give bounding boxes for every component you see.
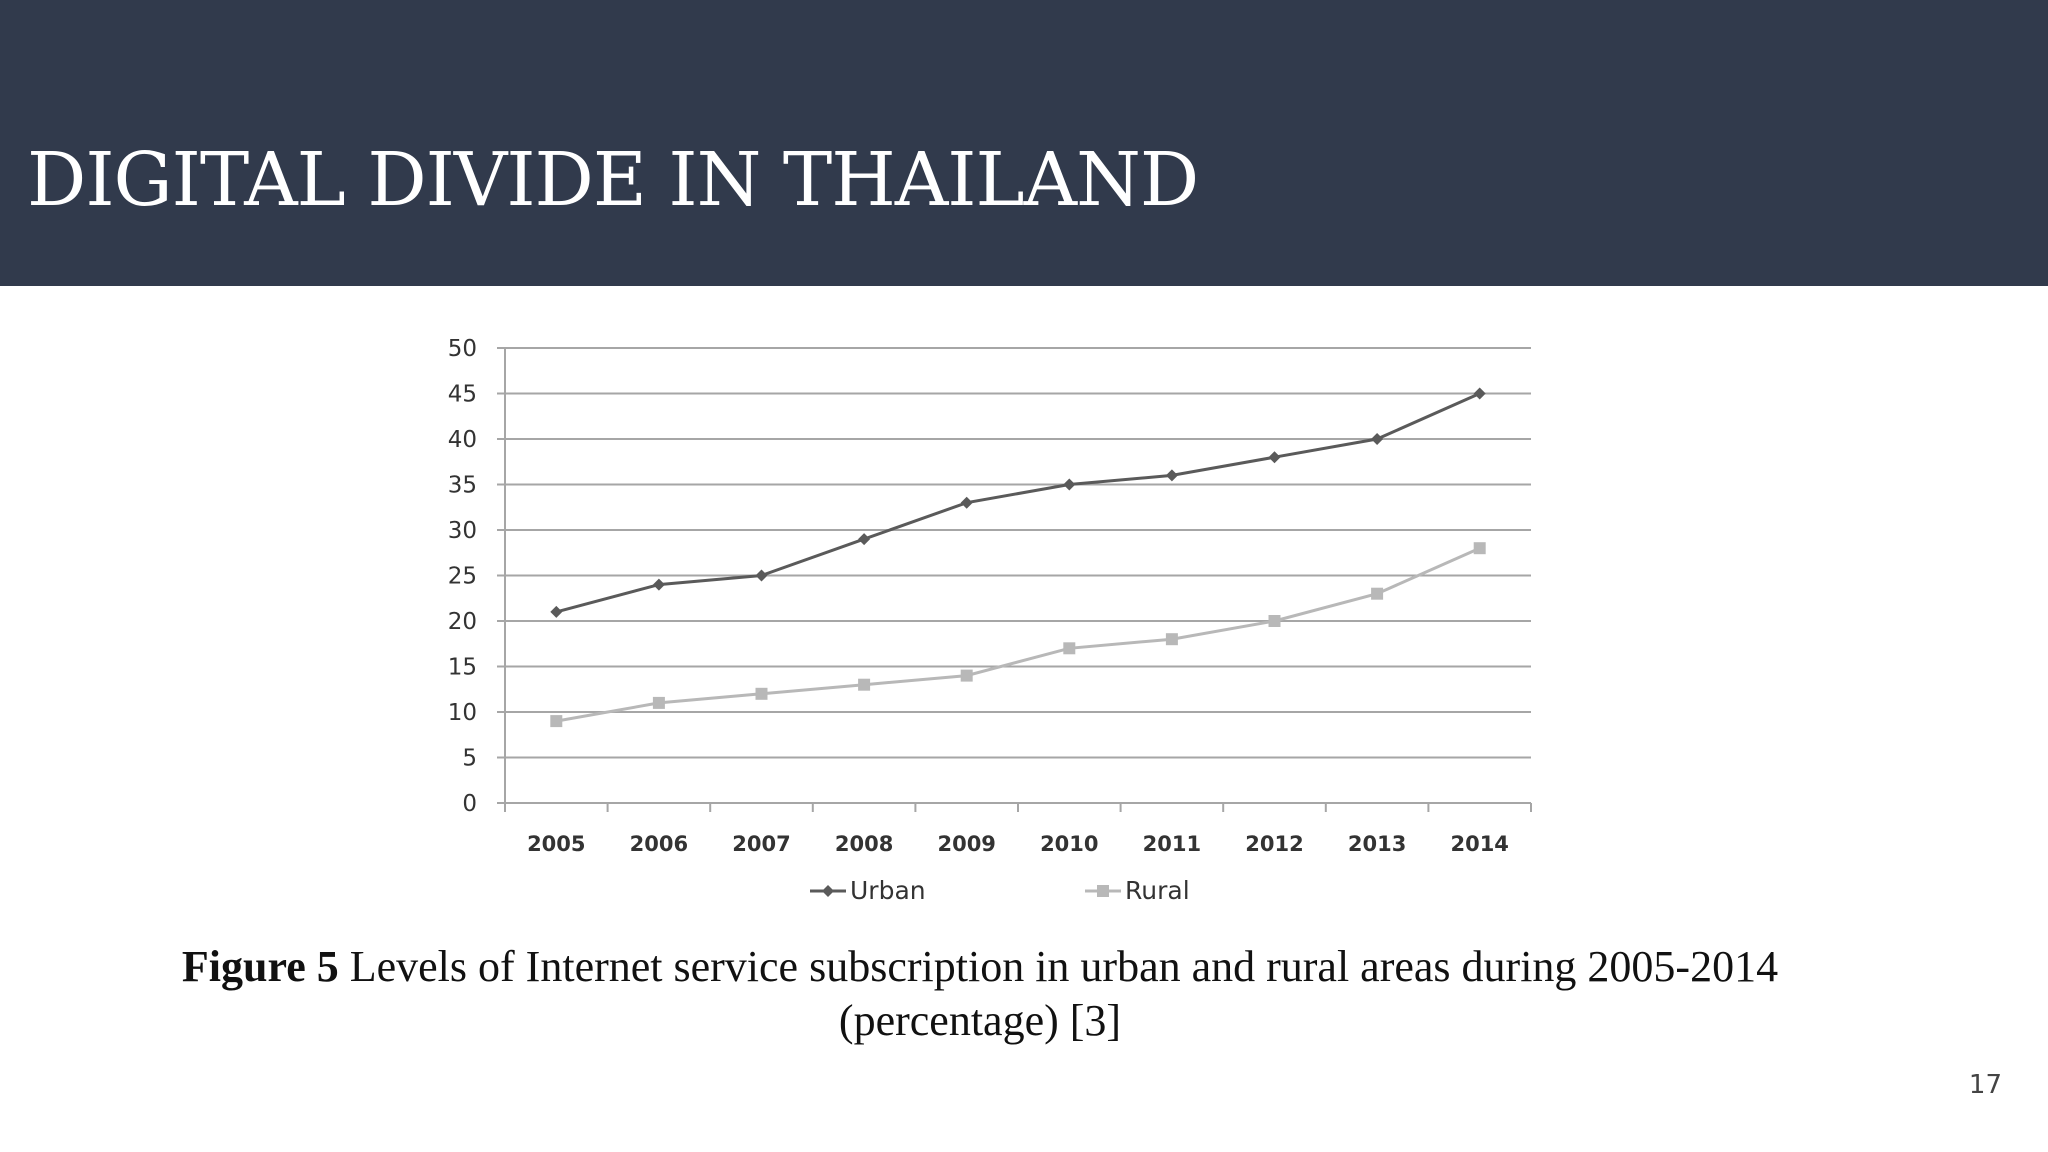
data-point-urban [1165,469,1178,482]
legend-marker-rural [1097,885,1109,897]
data-point-rural [1268,615,1281,627]
y-tick-label: 20 [448,609,477,635]
data-point-urban [652,578,665,591]
x-tick-label: 2012 [1245,832,1303,856]
figure-caption: Figure 5 Levels of Internet service subs… [160,940,1800,1048]
data-point-urban [1371,433,1384,445]
x-tick-label: 2009 [937,832,995,856]
data-point-rural [755,687,768,700]
x-tick-label: 2014 [1450,832,1508,856]
data-point-rural [858,678,871,691]
x-tick-label: 2006 [630,832,688,856]
legend-marker-urban [822,885,834,897]
figure-label: Figure 5 [181,942,339,991]
x-tick-label: 2005 [527,832,585,856]
legend-label-urban: Urban [850,876,926,905]
data-point-rural [1063,642,1076,655]
y-tick-label: 45 [448,382,477,408]
figure-caption-text: Levels of Internet service subscription … [338,942,1779,1045]
data-point-urban [1268,451,1281,464]
data-point-urban [1473,387,1486,400]
x-tick-label: 2011 [1143,832,1201,856]
data-point-rural [960,669,973,682]
title-bar: DIGITAL DIVIDE IN THAILAND [0,0,2048,286]
y-tick-label: 30 [448,518,477,544]
data-point-rural [550,715,563,728]
data-point-urban [858,533,871,546]
data-point-urban [960,496,973,509]
y-tick-label: 0 [462,791,477,817]
page-number: 17 [1968,1070,2002,1100]
y-tick-label: 35 [448,473,477,499]
y-tick-label: 25 [448,564,477,590]
x-tick-label: 2010 [1040,832,1098,856]
y-tick-label: 15 [448,655,477,681]
data-point-rural [652,696,665,709]
x-tick-label: 2013 [1348,832,1406,856]
series-lines [555,392,1481,723]
data-markers [550,387,1486,728]
grid-lines [505,347,1531,759]
series-line-urban [555,392,1481,614]
line-chart: 0 5 10 15 20 25 30 35 40 45 50 2005 2006 2007 2008 2009… [448,336,1532,905]
y-tick-label: 50 [448,336,477,362]
data-point-urban [550,605,563,618]
slide-title: DIGITAL DIVIDE IN THAILAND [27,137,1199,223]
y-tick-label: 10 [448,700,477,726]
x-tick-label: 2008 [835,832,893,856]
axes: 0 5 10 15 20 25 30 35 40 45 50 2005 2006 2007 2008 2009… [448,336,1532,856]
data-point-rural [1371,587,1384,600]
data-point-rural [1165,633,1178,646]
data-point-urban [755,569,768,582]
data-point-rural [1473,542,1486,555]
legend: Urban Rural [810,876,1190,905]
series-line-rural [556,546,1481,723]
x-tick-label: 2007 [732,832,790,856]
y-tick-label: 40 [448,427,477,453]
legend-label-rural: Rural [1125,876,1190,905]
data-point-urban [1063,478,1076,491]
y-tick-label: 5 [462,746,477,772]
